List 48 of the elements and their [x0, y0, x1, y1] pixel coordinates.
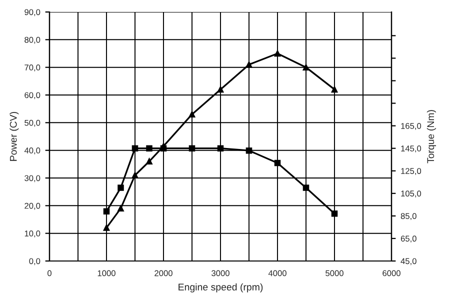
- point: [246, 61, 252, 68]
- y-tick-label: 80,0: [24, 36, 40, 44]
- point: [217, 86, 224, 93]
- point: [118, 205, 124, 212]
- y-tick-label: 90,0: [24, 9, 40, 16]
- point: [132, 172, 138, 178]
- point: [146, 145, 152, 152]
- x-axis-title: Engine speed (rpm): [178, 283, 263, 292]
- y-axis-title: Power (CV): [10, 112, 19, 161]
- point: [160, 145, 167, 152]
- y2-tick-label: 125,0: [401, 168, 422, 175]
- point: [146, 158, 152, 165]
- y2-tick-label: 105,0: [401, 190, 422, 198]
- point: [188, 111, 196, 118]
- x-tick-label: 2000: [154, 270, 172, 276]
- y2-tick-label: 45,0: [400, 258, 416, 266]
- point: [217, 145, 224, 152]
- point: [331, 86, 338, 93]
- y-tick-label: 40,0: [24, 148, 40, 154]
- point: [132, 145, 138, 152]
- point: [103, 208, 110, 215]
- point: [302, 64, 310, 70]
- point: [331, 210, 338, 217]
- point: [188, 145, 196, 152]
- point: [302, 184, 310, 191]
- point: [274, 160, 281, 166]
- y2-tick-label: 145,0: [401, 146, 422, 152]
- point: [246, 147, 252, 154]
- y-tick-label: 20,0: [24, 202, 40, 210]
- y-tick-label: 60,0: [24, 92, 40, 100]
- y2-axis-title: Torque (Nm): [426, 110, 436, 164]
- point: [118, 184, 124, 191]
- x-tick-label: 5000: [326, 270, 344, 276]
- y2-tick-label: 65,0: [400, 236, 416, 243]
- x-tick-label: 3000: [212, 270, 230, 276]
- point: [274, 50, 281, 57]
- y-tick-label: 70,0: [24, 64, 40, 72]
- x-tick-label: 6000: [382, 270, 400, 276]
- x-tick-label: 1000: [98, 270, 116, 276]
- x-tick-label: 4000: [268, 270, 286, 276]
- y-tick-label: 10,0: [24, 230, 40, 238]
- y2-tick-label: 165,0: [401, 122, 422, 130]
- y2-tick-label: 85,0: [400, 213, 416, 220]
- x-tick-label: 0: [48, 270, 52, 276]
- y-tick-label: 30,0: [24, 175, 40, 182]
- point: [103, 224, 110, 231]
- y-tick-label: 50,0: [24, 120, 40, 127]
- y-tick-label: 0,0: [29, 258, 40, 266]
